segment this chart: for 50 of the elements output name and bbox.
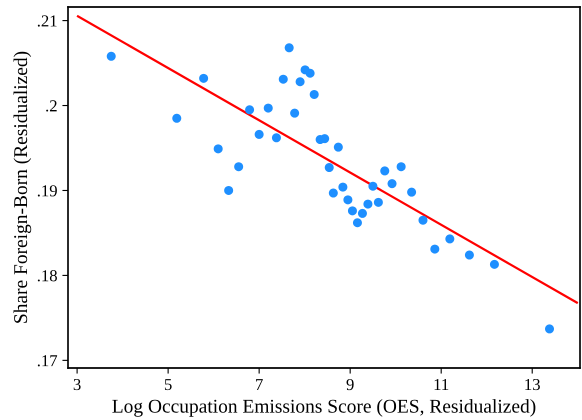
point (264, 104, 273, 113)
point (374, 198, 383, 207)
point (352, 218, 362, 228)
point (284, 43, 294, 52)
y-tick-label: .21 (38, 15, 57, 27)
point (172, 114, 182, 123)
point (324, 163, 334, 172)
point (418, 216, 428, 225)
x-axis-title: Log Occupation Emissions Score (OES, Residualized) (112, 399, 536, 417)
point (430, 244, 440, 254)
point (334, 142, 343, 152)
point (234, 162, 244, 172)
point (348, 206, 357, 216)
point (358, 208, 367, 218)
point (254, 130, 264, 139)
point (106, 52, 116, 61)
point (310, 90, 319, 99)
point (368, 182, 378, 191)
point (490, 260, 499, 269)
x-tick-label: 3 (74, 378, 81, 390)
point (245, 105, 254, 114)
point (464, 250, 474, 260)
point (224, 186, 234, 195)
y-tick-label: .2 (46, 100, 57, 112)
y-axis-title: Share Foreign-Born (Residualized) (14, 52, 32, 323)
point (296, 77, 305, 86)
point (290, 108, 300, 118)
point (272, 133, 281, 142)
point (380, 166, 390, 176)
point (343, 195, 352, 204)
x-tick-label: 7 (256, 379, 263, 390)
point (338, 182, 348, 192)
point (388, 179, 397, 188)
point (214, 144, 223, 154)
point (363, 200, 372, 209)
x-tick-label: 9 (346, 378, 354, 390)
x-tick-label: 11 (434, 378, 448, 390)
point (278, 74, 288, 84)
point (407, 188, 416, 197)
x-tick-label: 13 (525, 378, 540, 390)
x-tick-label: 5 (164, 379, 172, 390)
point (328, 188, 338, 198)
y-tick-label: .19 (38, 185, 57, 196)
y-tick-label: .18 (38, 270, 57, 282)
point (396, 162, 406, 172)
point (306, 68, 315, 78)
point (545, 324, 554, 334)
y-tick-label: .17 (38, 355, 58, 366)
point (199, 74, 208, 83)
point (445, 234, 454, 244)
